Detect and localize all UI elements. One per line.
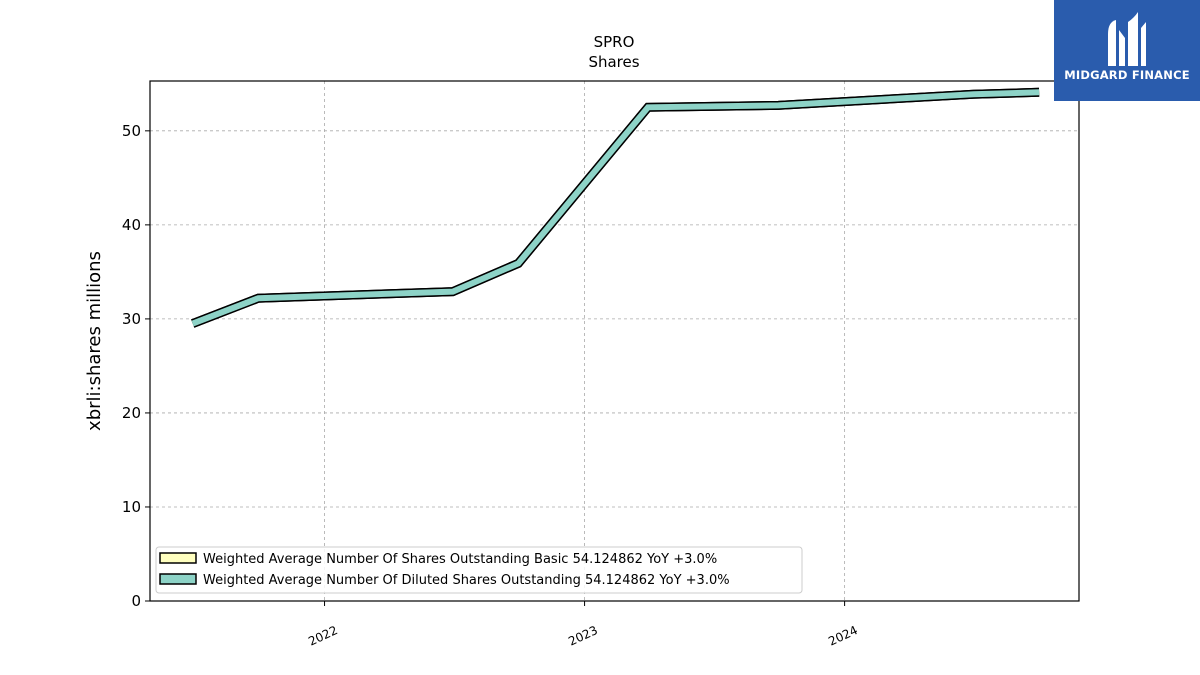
y-tick-label: 10: [122, 498, 141, 516]
y-tick-label: 30: [122, 310, 141, 328]
series-lines: [191, 87, 1040, 328]
x-tick-label: 2022: [306, 623, 340, 649]
y-tick-label: 20: [122, 404, 141, 422]
chart-subtitle: Shares: [588, 53, 639, 71]
y-axis-label: xbrli:shares millions: [84, 251, 105, 431]
brand-logo: MIDGARD FINANCE: [1054, 0, 1200, 101]
series-line-outline: [191, 87, 1040, 328]
series-line-1: [191, 89, 1040, 327]
legend-label: Weighted Average Number Of Diluted Share…: [203, 573, 730, 588]
brand-name: MIDGARD FINANCE: [1064, 68, 1190, 82]
y-axis: 0 10 20 30 40 50: [122, 122, 150, 610]
y-tick-label: 50: [122, 122, 141, 140]
legend-box: [155, 546, 803, 594]
chart-title: SPRO: [594, 33, 635, 51]
x-tick-label: 2023: [566, 623, 600, 649]
series-line-outline: [191, 87, 1040, 328]
midgard-logo-icon: [1108, 12, 1146, 66]
legend-label: Weighted Average Number Of Shares Outsta…: [203, 552, 717, 567]
grid-lines: [150, 81, 1079, 601]
plot-frame: [149, 80, 1080, 602]
legend-swatch: [159, 573, 197, 585]
x-tick-label: 2024: [826, 623, 860, 649]
legend-swatch: [159, 552, 197, 564]
y-tick-label: 40: [122, 216, 141, 234]
x-axis: 2022 2023 2024: [306, 601, 860, 649]
legend: Weighted Average Number Of Shares Outsta…: [155, 546, 803, 594]
series-line-2: [191, 89, 1040, 327]
y-tick-label: 0: [131, 592, 141, 610]
